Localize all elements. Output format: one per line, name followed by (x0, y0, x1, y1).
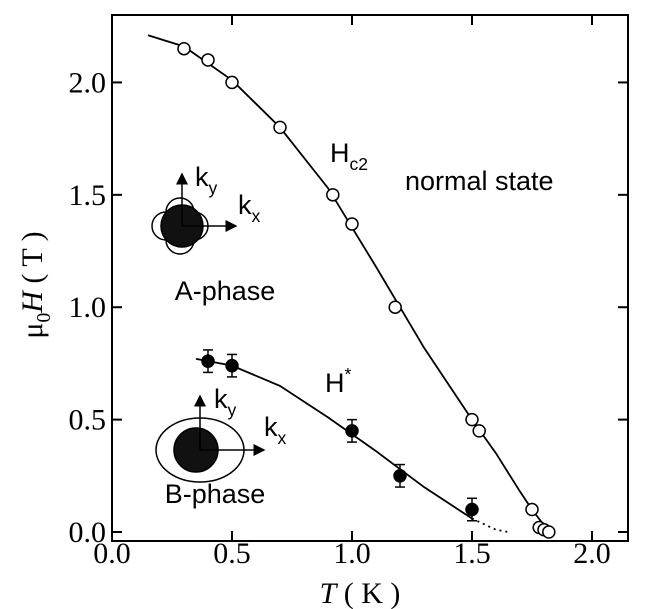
annotation: kx (238, 190, 261, 226)
annotation-part: y (228, 400, 237, 420)
annotation-part: k (214, 384, 228, 414)
data-point (465, 502, 479, 517)
data-point (201, 53, 215, 67)
x-tick-label: 0.0 (93, 537, 131, 570)
data-point (465, 412, 479, 427)
annotation-part: x (278, 428, 287, 448)
annotation-part: k (195, 162, 209, 192)
annotation-part: y (209, 178, 218, 198)
annotation: kx (264, 412, 287, 448)
x-axis-label-part: T (320, 577, 339, 609)
data-point (273, 120, 287, 135)
data-point (177, 41, 191, 56)
y-tick-label: 2.0 (69, 66, 107, 99)
data-point (388, 300, 402, 314)
y-tick-label: 0.5 (69, 404, 107, 437)
y-tick-label: 1.0 (69, 291, 107, 324)
annotation: ky (214, 384, 237, 420)
annotation-part: c2 (350, 154, 369, 174)
annotation: B-phase (165, 479, 266, 509)
x-tick-label: 0.5 (213, 537, 251, 570)
annotation-part: H (330, 138, 350, 168)
data-point (225, 75, 239, 90)
data-point (525, 502, 539, 517)
data-point (542, 525, 556, 539)
a-phase-icon (151, 172, 238, 255)
annotation-part: B-phase (165, 479, 266, 509)
x-tick-label: 1.0 (333, 537, 371, 570)
annotation: normal state (405, 166, 554, 196)
annotation-part: A-phase (175, 276, 276, 306)
annotation: A-phase (175, 276, 276, 306)
annotation-part: normal state (405, 166, 554, 196)
y-tick-label: 1.5 (69, 179, 107, 212)
annotation: H* (325, 364, 352, 398)
annotation-part: * (345, 364, 352, 384)
y-tick-label: 0.0 (69, 516, 107, 549)
data-point (225, 358, 239, 373)
annotation-part: k (238, 190, 252, 220)
data-point (393, 469, 407, 483)
data-point (345, 424, 359, 438)
data-point (345, 217, 359, 231)
x-axis-label-part: ( K ) (336, 577, 400, 609)
annotation-part: k (264, 412, 278, 442)
data-point (326, 188, 340, 202)
x-axis-label: T ( K ) (320, 577, 401, 609)
data-point (201, 354, 215, 368)
y-axis-label: μ0H ( T ) (16, 231, 55, 338)
annotation: Hc2 (330, 138, 368, 174)
y-axis-label-part: μ (16, 323, 49, 339)
annotation: ky (195, 162, 218, 198)
fit-curve (471, 517, 509, 533)
x-tick-label: 1.5 (453, 537, 491, 570)
data-point (472, 424, 486, 438)
plot-frame (111, 14, 629, 542)
annotation-part: H (325, 368, 345, 398)
b-phase-icon (155, 394, 266, 483)
y-axis-label-part: ( T ) (16, 231, 49, 291)
y-axis-label-part: 0 (34, 313, 55, 323)
x-tick-label: 2.0 (573, 537, 611, 570)
annotation-part: x (252, 206, 261, 226)
y-axis-label-part: H (16, 289, 49, 314)
